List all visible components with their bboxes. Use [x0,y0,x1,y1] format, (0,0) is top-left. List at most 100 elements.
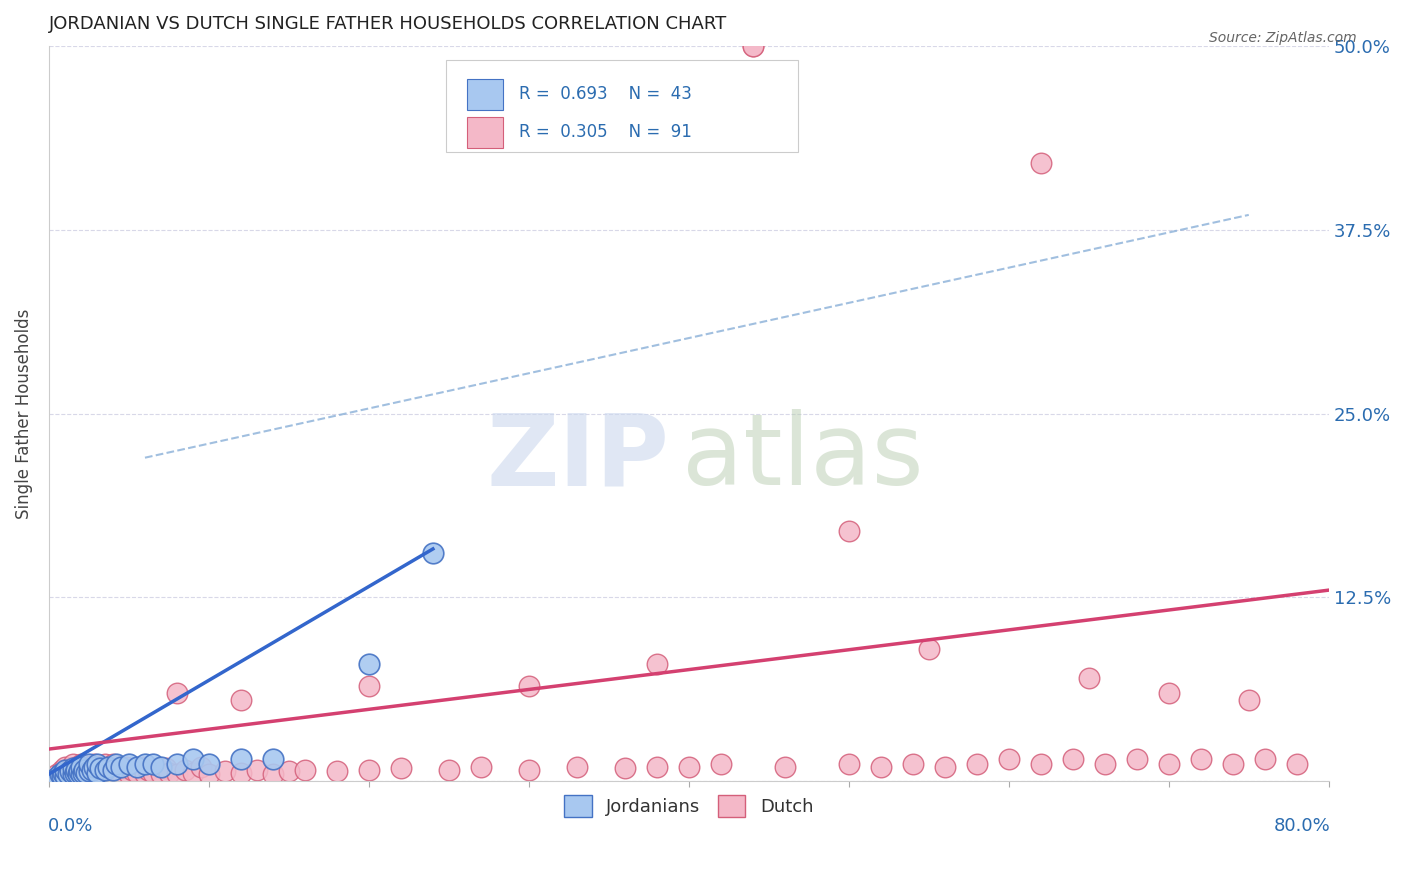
Point [49,767,72,781]
Point [278,764,301,778]
Point [77,760,100,774]
Point [357,763,380,777]
Point [262,767,284,781]
Y-axis label: Single Father Households: Single Father Households [15,309,32,519]
Point [1157,686,1180,700]
Point [198,756,221,771]
Point [94,756,117,771]
Point [70,756,93,771]
Point [389,761,412,775]
Point [357,657,380,671]
Point [149,760,172,774]
Point [1029,156,1052,170]
Text: R =  0.693    N =  43: R = 0.693 N = 43 [519,86,692,103]
Point [77,764,100,778]
Point [105,756,128,771]
Point [246,763,269,777]
Point [166,756,188,771]
Point [565,760,588,774]
Point [134,756,156,771]
Point [645,657,668,671]
Text: JORDANIAN VS DUTCH SINGLE FATHER HOUSEHOLDS CORRELATION CHART: JORDANIAN VS DUTCH SINGLE FATHER HOUSEHO… [49,15,727,33]
Point [86,765,108,780]
Point [517,763,540,777]
Point [998,752,1021,766]
Point [166,767,188,781]
Point [65,763,87,777]
Point [46,770,69,784]
Point [118,756,141,771]
Point [83,756,105,771]
Point [63,764,86,778]
Point [1029,756,1052,771]
Point [86,767,108,781]
Point [229,752,252,766]
Point [773,760,796,774]
Point [966,756,988,771]
Point [326,764,349,778]
Point [294,763,316,777]
Point [62,767,84,781]
Point [136,763,159,777]
Point [62,761,84,775]
Point [101,756,124,771]
Bar [467,117,503,148]
Point [1222,756,1244,771]
Point [901,756,924,771]
Point [838,756,860,771]
Point [229,693,252,707]
Point [97,760,120,774]
Text: ZIP: ZIP [486,409,669,506]
Point [73,763,96,777]
Point [59,764,82,778]
Point [94,767,117,781]
Point [70,765,93,780]
Point [838,524,860,539]
Point [89,761,111,775]
Point [422,546,444,560]
Text: 80.0%: 80.0% [1274,817,1330,835]
Point [613,761,636,775]
Point [66,767,89,781]
Point [645,760,668,774]
Point [72,765,94,780]
Point [89,764,111,778]
Point [59,761,82,775]
Point [741,38,763,53]
Point [110,765,132,780]
Text: atlas: atlas [682,409,924,506]
Point [82,764,104,778]
Legend: Jordanians, Dutch: Jordanians, Dutch [557,788,821,824]
Point [53,763,76,777]
Point [1077,672,1099,686]
Point [155,761,177,775]
Point [98,763,121,777]
Point [52,765,75,780]
Point [229,765,252,780]
Point [66,767,89,781]
Point [190,760,212,774]
Point [118,767,141,781]
Point [166,686,188,700]
Point [142,765,165,780]
Point [181,765,204,780]
Point [53,760,76,774]
Point [51,763,73,777]
Point [131,760,153,774]
Point [63,765,86,780]
Point [470,760,492,774]
Point [437,763,460,777]
Point [741,38,763,53]
Point [198,767,221,781]
Point [70,760,93,774]
Point [51,768,73,782]
Point [174,763,197,777]
Point [53,768,76,782]
Point [517,679,540,693]
Point [125,760,148,774]
FancyBboxPatch shape [446,61,797,153]
Point [1157,756,1180,771]
Point [125,765,148,780]
Point [62,756,84,771]
Text: 0.0%: 0.0% [48,817,93,835]
